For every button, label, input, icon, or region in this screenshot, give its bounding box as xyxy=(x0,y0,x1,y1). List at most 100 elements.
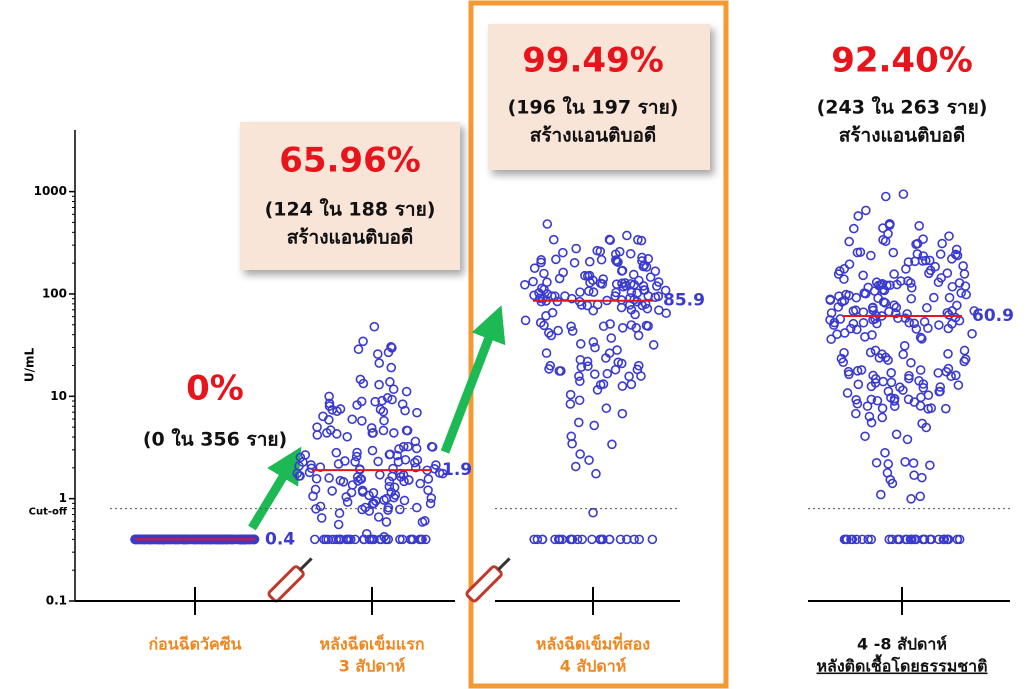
dot xyxy=(335,534,345,545)
dot xyxy=(378,425,389,436)
dot xyxy=(852,366,863,376)
dot xyxy=(351,451,362,462)
dot xyxy=(626,379,637,390)
dot xyxy=(400,405,410,416)
dot xyxy=(604,234,615,245)
dot xyxy=(906,357,916,368)
dot xyxy=(558,247,568,258)
dot xyxy=(826,334,836,345)
dot xyxy=(412,407,422,418)
dot xyxy=(571,243,581,254)
dot xyxy=(902,434,913,445)
dot xyxy=(884,218,895,229)
median-label: 60.9 xyxy=(972,306,1014,326)
dot xyxy=(628,269,639,280)
dot xyxy=(909,318,919,329)
dot xyxy=(324,398,335,409)
dot xyxy=(889,396,900,406)
dot xyxy=(541,348,552,358)
dot xyxy=(937,238,947,249)
dot xyxy=(890,308,901,319)
dot xyxy=(566,431,577,442)
dot xyxy=(598,321,609,332)
dot xyxy=(377,395,387,406)
dot xyxy=(315,501,326,512)
dot xyxy=(360,502,371,513)
dot xyxy=(898,189,909,199)
dot xyxy=(866,394,877,405)
dot xyxy=(379,495,389,505)
dot xyxy=(374,358,385,368)
dot xyxy=(634,534,645,545)
arrow xyxy=(440,305,506,454)
dot xyxy=(574,371,584,381)
dot xyxy=(412,455,423,465)
dot xyxy=(853,379,864,390)
dot xyxy=(952,534,963,545)
dot xyxy=(877,403,888,414)
dot xyxy=(893,313,903,324)
dot xyxy=(587,534,597,545)
dot xyxy=(851,408,861,419)
dot xyxy=(529,263,540,273)
dot xyxy=(639,260,650,270)
dot xyxy=(324,391,334,402)
dot xyxy=(852,398,863,409)
dot xyxy=(915,332,926,343)
dot xyxy=(650,266,661,277)
dot xyxy=(374,379,384,390)
dot xyxy=(842,388,853,398)
dot xyxy=(604,534,615,545)
x-category-label: ก่อนฉีดวัคซีน xyxy=(148,635,241,654)
dot xyxy=(636,235,647,246)
dot xyxy=(315,462,326,472)
dot xyxy=(575,449,585,459)
dot xyxy=(839,264,850,274)
dot xyxy=(917,334,927,344)
syringe-icon xyxy=(465,557,511,603)
y-tick-label: 10 xyxy=(50,389,67,403)
dot xyxy=(322,428,332,438)
dot xyxy=(940,403,951,414)
dot xyxy=(616,358,627,369)
dot xyxy=(951,244,962,255)
dot xyxy=(398,441,409,452)
dot xyxy=(333,519,344,530)
callout-note: (196 ใน 197 ราย) xyxy=(508,96,679,119)
dot xyxy=(590,342,600,353)
dot xyxy=(389,428,399,438)
dot xyxy=(871,457,882,468)
dot xyxy=(565,389,576,400)
dot xyxy=(661,308,671,319)
dot xyxy=(324,473,334,483)
dot xyxy=(372,349,383,359)
dot xyxy=(919,316,930,327)
dot xyxy=(918,379,929,389)
dot-cloud xyxy=(825,189,980,545)
dot xyxy=(544,364,554,374)
dot xyxy=(397,399,408,409)
dot xyxy=(617,323,628,333)
dot xyxy=(588,507,598,518)
dot xyxy=(606,333,617,343)
dot xyxy=(386,362,397,373)
dot xyxy=(942,268,953,278)
y-tick-label: 0.1 xyxy=(46,594,67,608)
dot xyxy=(865,347,876,358)
dot xyxy=(876,489,886,500)
dot xyxy=(584,256,595,267)
dot xyxy=(367,445,378,456)
dot xyxy=(967,328,977,339)
dot xyxy=(915,491,926,502)
dot xyxy=(310,534,320,545)
rate-label: 99.49% xyxy=(522,41,664,81)
y-axis-title: U/mL xyxy=(23,348,37,383)
dot xyxy=(959,345,970,356)
dot xyxy=(922,302,932,313)
dot xyxy=(617,408,628,419)
y-tick-label: 100 xyxy=(42,286,67,300)
rate-label: 65.96% xyxy=(279,141,421,181)
dot xyxy=(832,329,842,340)
dot xyxy=(388,384,399,395)
dot xyxy=(576,362,587,372)
